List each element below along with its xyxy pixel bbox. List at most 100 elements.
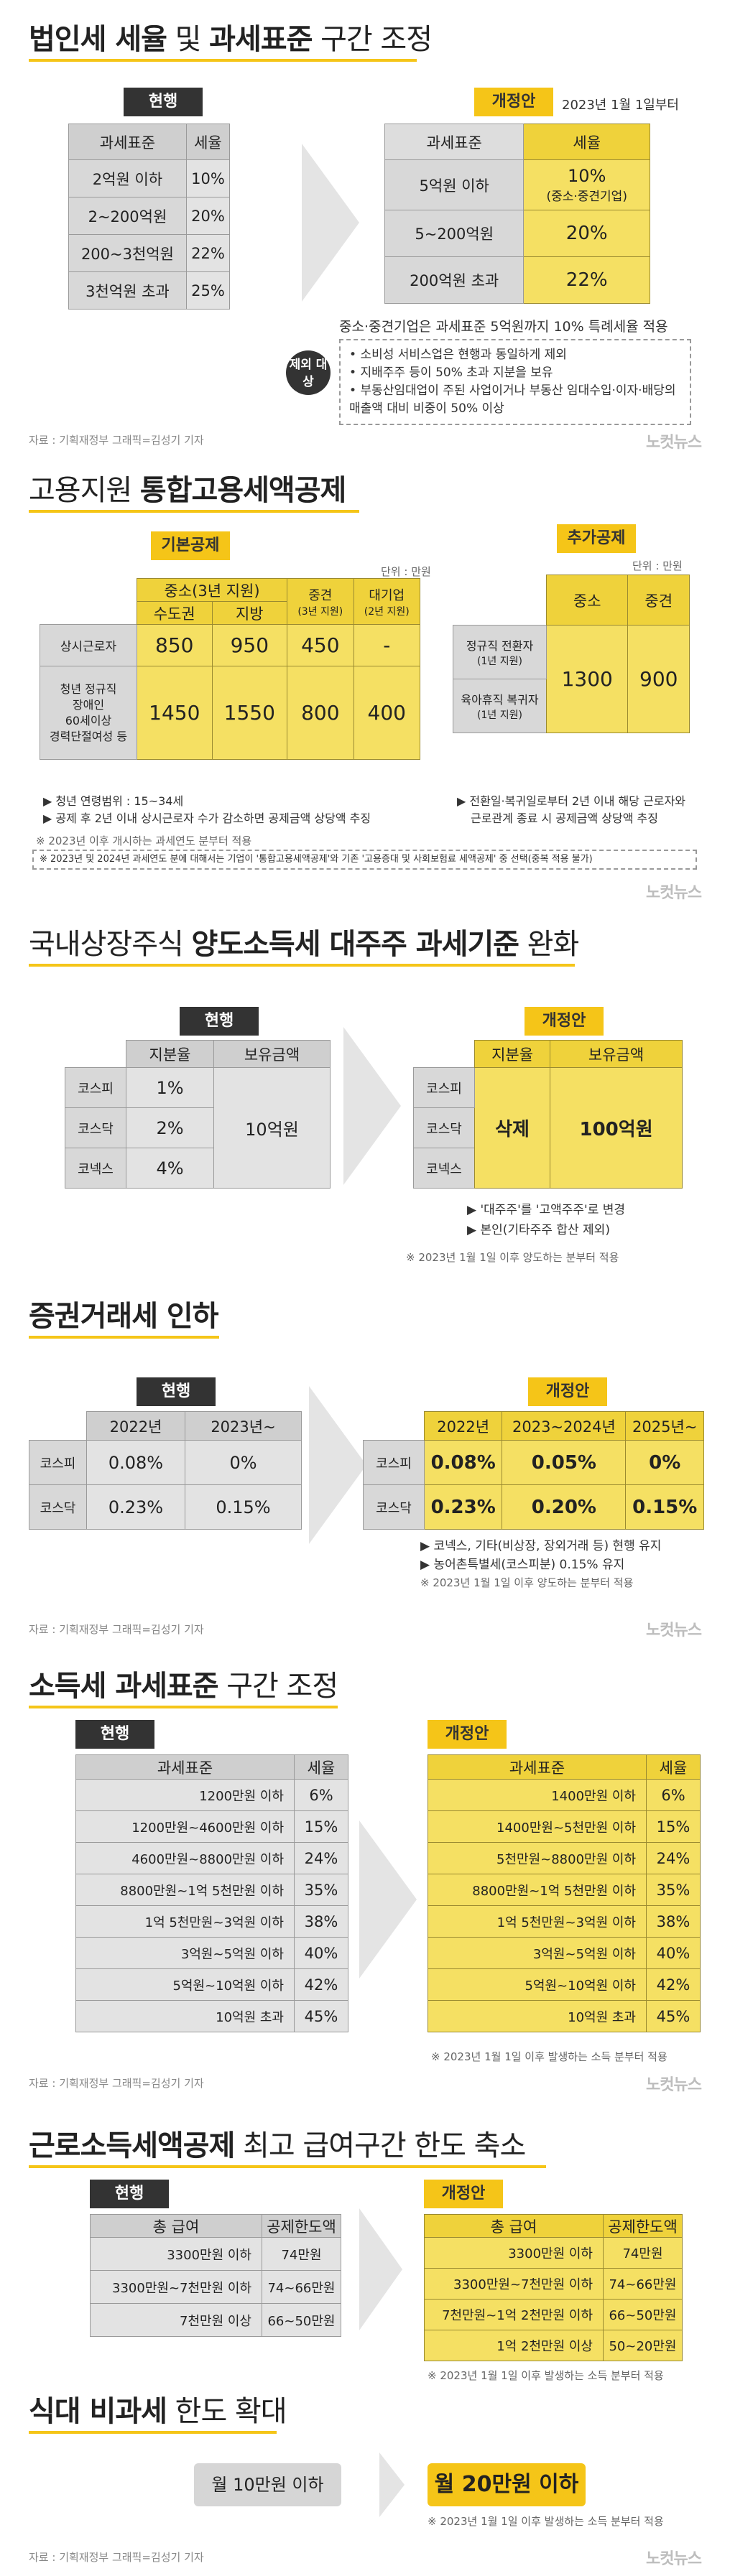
table-row: 상시근로자 850 950 450- bbox=[40, 624, 421, 666]
section-title: 소득세 과세표준 구간 조정 bbox=[29, 1670, 338, 1703]
table-row: 4600만원~8800만원 이하 24% bbox=[75, 1842, 348, 1874]
table-cell: 과세표준 bbox=[75, 1754, 295, 1780]
table-cell: 38% bbox=[294, 1905, 348, 1938]
table-cell bbox=[363, 1411, 425, 1441]
table-cell: 1% bbox=[125, 1067, 215, 1108]
table-cell: 45% bbox=[646, 2000, 701, 2032]
table-cell: 10% (중소·중견기업) bbox=[523, 159, 650, 210]
table-cell: 중견 bbox=[627, 575, 690, 626]
revised-note: ▶ 본인(기타주주 합산 제외) bbox=[467, 1223, 610, 1237]
row-label: 정규직 전환자 bbox=[466, 639, 534, 653]
extra-note: ▶ 전환일·복귀일로부터 2년 이내 해당 근로자와 bbox=[457, 794, 685, 808]
table-cell: 4% bbox=[125, 1148, 215, 1189]
table-row: 3천억원 초과 25% bbox=[68, 271, 231, 310]
table-cell: 3300만원~7천만원 이하 bbox=[424, 2268, 604, 2300]
table-row: 청년 정규직 장애인 60세이상 경력단절여성 등 1450 1550 800 400 bbox=[40, 666, 421, 760]
table-row: 코스피 1% 10억원 bbox=[65, 1067, 331, 1189]
extra-note: 근로관계 종료 시 공제금액 상당액 추징 bbox=[471, 812, 658, 825]
table-cell: 3억원~5억원 이하 bbox=[428, 1937, 647, 1969]
table-cell: 공제한도액 bbox=[262, 2214, 341, 2238]
section-capital-gains: 국내상장주식 양도소득세 대주주 과세기준 완화 현행 지분율 보유금액 코스피 1… bbox=[0, 912, 730, 1285]
basic-credit-table: 중소(3년 지원) 중견 (3년 지원) 대기업 (2년 지원) 수도권 지방 상시근… bbox=[40, 578, 421, 760]
nocut-logo: 노컷뉴스 bbox=[646, 2076, 702, 2094]
rate-value: 10% bbox=[568, 166, 606, 186]
table-cell: 7천만원~1억 2천만원 이하 bbox=[424, 2299, 604, 2330]
table-row: 3300만원~7천만원 이하 74~66만원 bbox=[424, 2268, 683, 2300]
table-cell: 42% bbox=[646, 1968, 701, 2001]
table-cell: 1450 bbox=[137, 666, 213, 760]
table-row: 200~3천억원 22% bbox=[68, 234, 231, 272]
table-cell: 코스닥 bbox=[363, 1484, 425, 1530]
table-cell: 7천만원 이상 bbox=[90, 2303, 262, 2337]
table-row: 육아휴직 복귀자 (1년 지원) bbox=[453, 679, 690, 733]
table-cell: 지방 bbox=[211, 601, 288, 625]
current-table: 2022년 2023년~ 코스피 0.08% 0% 코스닥 0.23% 0.15% bbox=[29, 1411, 302, 1530]
section-title: 근로소득세액공제 최고 급여구간 한도 축소 bbox=[29, 2129, 526, 2162]
table-cell: 지분율 bbox=[473, 1040, 551, 1068]
exclusion-list: • 소비성 서비스업은 현행과 동일하게 제외 • 지배주주 등이 50% 초과… bbox=[339, 339, 691, 425]
table-cell: 1억 2천만원 이상 bbox=[424, 2330, 604, 2361]
table-row: 코넥스 4% bbox=[65, 1148, 331, 1189]
table-row: 과세표준 세율 bbox=[75, 1754, 348, 1780]
table-cell: 0.08% bbox=[423, 1440, 503, 1485]
arrow-right-icon bbox=[379, 2452, 405, 2517]
table-cell: 삭제 bbox=[473, 1067, 551, 1189]
table-row: 5천만원~8800만원 이하 24% bbox=[428, 1842, 701, 1874]
table-row: 8800만원~1억 5천만원 이하 35% bbox=[428, 1874, 701, 1906]
current-tag: 현행 bbox=[90, 2180, 169, 2208]
table-row: 1200만원 이하 6% bbox=[75, 1779, 348, 1811]
table-cell: 코스피 bbox=[29, 1440, 87, 1485]
table-cell: 세율 bbox=[523, 124, 650, 160]
table-row: 코스피 0.08% 0.05% 0% bbox=[363, 1440, 704, 1485]
table-cell: 400 bbox=[353, 666, 421, 760]
table-cell: 2025년~ bbox=[625, 1411, 704, 1441]
exclusion-item: • 지배주주 등이 50% 초과 지분을 보유 bbox=[349, 366, 553, 380]
table-cell: 66~50만원 bbox=[262, 2303, 341, 2337]
table-cell: 5~200억원 bbox=[384, 210, 525, 257]
table-cell: 8800만원~1억 5천만원 이하 bbox=[75, 1874, 295, 1906]
table-row: 1200만원~4600만원 이하 15% bbox=[75, 1810, 348, 1843]
table-cell: 2억원 이하 bbox=[68, 159, 187, 197]
revised-tag: 개정안 bbox=[424, 2180, 503, 2208]
exclusion-badge: 제외 대상 bbox=[286, 350, 331, 395]
table-cell bbox=[40, 578, 137, 625]
table-cell: 3300만원~7천만원 이하 bbox=[90, 2270, 262, 2304]
table-row: 수도권 지방 bbox=[40, 601, 420, 625]
footnote: ※ 2023년 1월 1일 이후 발생하는 소득 분부터 적용 bbox=[428, 2515, 664, 2528]
table-cell: 총 급여 bbox=[424, 2214, 604, 2238]
extra-credit-tag: 추가공제 bbox=[557, 524, 636, 553]
table-row: 3억원~5억원 이하 40% bbox=[428, 1937, 701, 1969]
table-cell: 과세표준 bbox=[428, 1754, 647, 1780]
table-cell: 코스닥 bbox=[65, 1107, 126, 1148]
current-table: 총 급여 공제한도액 3300만원 이하 74만원 3300만원~7천만원 이하 74… bbox=[90, 2214, 341, 2337]
table-cell: 지분율 bbox=[125, 1040, 215, 1068]
current-table: 지분율 보유금액 코스피 1% 10억원 코스닥 2% 코넥스 4% bbox=[65, 1040, 331, 1189]
revised-tag: 개정안 bbox=[528, 1377, 607, 1406]
revised-note: ▶ '대주주'를 '고액주주'로 변경 bbox=[467, 1203, 626, 1217]
exclusion-item: • 부동산임대업이 주된 사업이거나 부동산 임대수입·이자·배당의 매출액 대… bbox=[349, 383, 676, 416]
title-underline bbox=[29, 1706, 338, 1708]
table-row: 3300만원~7천만원 이하 74~66만원 bbox=[90, 2270, 341, 2304]
table-row: 정규직 전환자 (1년 지원) 1300 900 bbox=[453, 625, 690, 733]
table-cell: 22% bbox=[185, 234, 231, 272]
table-cell: 1550 bbox=[211, 666, 288, 760]
table-cell: 1300 bbox=[545, 625, 629, 733]
revised-tag: 개정안 bbox=[525, 1007, 604, 1036]
source-credit: 자료 : 기획재정부 그래픽=김성기 기자 bbox=[29, 1623, 204, 1636]
table-cell: 1억 5천만원~3억원 이하 bbox=[75, 1905, 295, 1938]
table-cell: 코넥스 bbox=[413, 1148, 475, 1189]
footnote: ※ 2023년 1월 1일 이후 양도하는 분부터 적용 bbox=[420, 1576, 634, 1589]
table-cell: 42% bbox=[294, 1968, 348, 2001]
section-title: 국내상장주식 양도소득세 대주주 과세기준 완화 bbox=[29, 928, 579, 961]
table-cell: 1억 5천만원~3억원 이하 bbox=[428, 1905, 647, 1938]
table-cell: 육아휴직 복귀자 (1년 지원) bbox=[453, 679, 547, 733]
footnote: ※ 2023년 1월 1일 이후 양도하는 분부터 적용 bbox=[406, 1251, 619, 1264]
table-cell: 대기업 (2년 지원) bbox=[353, 578, 421, 625]
table-cell: 5억원~10억원 이하 bbox=[75, 1968, 295, 2001]
table-cell: 코스피 bbox=[413, 1067, 475, 1108]
table-cell: 66~50만원 bbox=[603, 2299, 683, 2330]
table-cell: 2023년~ bbox=[184, 1411, 302, 1441]
table-cell: 2023~2024년 bbox=[502, 1411, 627, 1441]
section-income-tax: 소득세 과세표준 구간 조정 현행 과세표준 세율 1200만원 이하 6% 120… bbox=[0, 1663, 730, 2122]
table-cell: 과세표준 bbox=[384, 124, 525, 160]
